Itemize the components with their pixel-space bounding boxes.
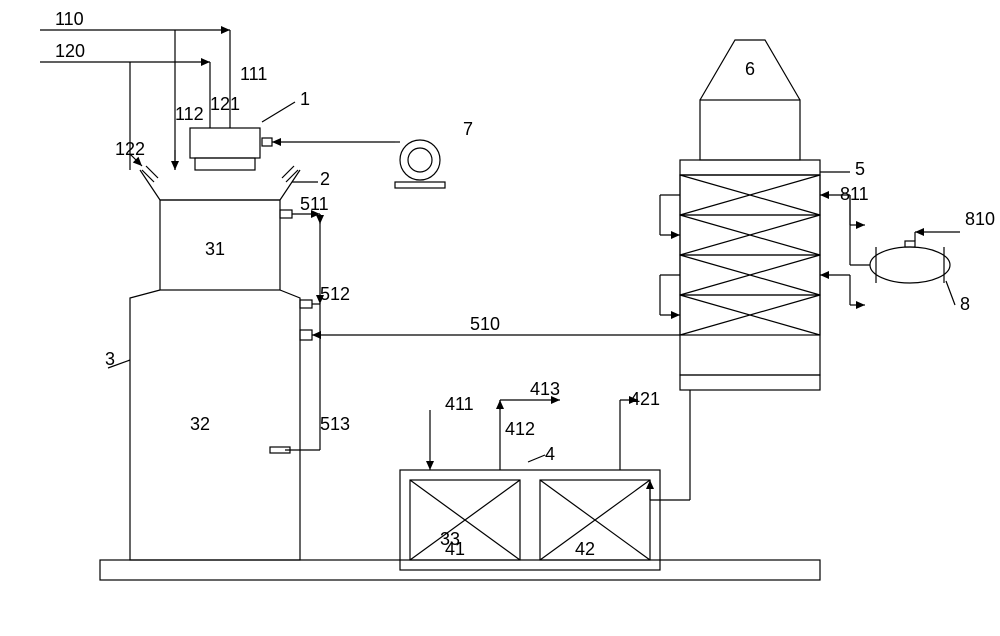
label-n2: 2 bbox=[320, 169, 330, 189]
label-n32: 32 bbox=[190, 414, 210, 434]
label-n5: 5 bbox=[855, 159, 865, 179]
label-n421: 421 bbox=[630, 389, 660, 409]
label-n122: 122 bbox=[115, 139, 145, 159]
label-n3: 3 bbox=[105, 349, 115, 369]
label-n8: 8 bbox=[960, 294, 970, 314]
label-n412: 412 bbox=[505, 419, 535, 439]
label-n42: 42 bbox=[575, 539, 595, 559]
label-n1: 1 bbox=[300, 89, 310, 109]
label-n511: 511 bbox=[300, 194, 329, 214]
label-n411: 411 bbox=[445, 394, 474, 414]
label-n4: 4 bbox=[545, 444, 555, 464]
label-n510: 510 bbox=[470, 314, 500, 334]
label-n120: 120 bbox=[55, 41, 85, 61]
label-n110: 110 bbox=[55, 9, 84, 29]
label-n121: 121 bbox=[210, 94, 240, 114]
label-n512: 512 bbox=[320, 284, 350, 304]
label-n41: 41 bbox=[445, 539, 465, 559]
label-n6: 6 bbox=[745, 59, 755, 79]
label-n112: 112 bbox=[175, 104, 204, 124]
label-n31: 31 bbox=[205, 239, 225, 259]
label-n811: 811 bbox=[840, 184, 869, 204]
label-n513: 513 bbox=[320, 414, 350, 434]
label-n810: 810 bbox=[965, 209, 995, 229]
label-n7: 7 bbox=[463, 119, 473, 139]
label-n413: 413 bbox=[530, 379, 560, 399]
label-n111: 111 bbox=[240, 64, 267, 84]
